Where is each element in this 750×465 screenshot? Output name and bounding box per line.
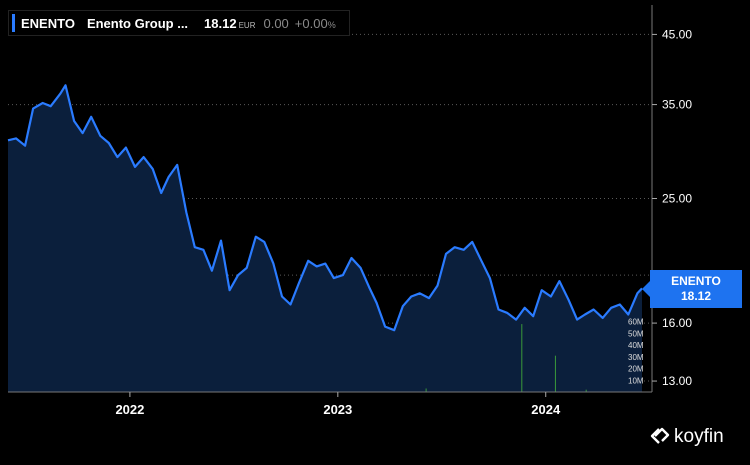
currency-label: EUR [238, 20, 256, 30]
price-change: 0.00 [263, 15, 289, 31]
ticker-header[interactable]: ENENTO Enento Group ... 18.12 EUR 0.00 +… [8, 10, 350, 36]
volume-tick-label: 10M [628, 376, 644, 385]
y-tick-label: 25.00 [662, 192, 692, 206]
volume-tick-label: 60M [628, 318, 644, 327]
y-tick-label: 35.00 [662, 98, 692, 112]
ticker-symbol: ENENTO [21, 15, 75, 31]
y-tick-label: 45.00 [662, 27, 692, 41]
volume-tick-label: 30M [628, 353, 644, 362]
price-line [7, 84, 643, 332]
last-price: 18.12 [204, 15, 237, 31]
volume-tick-label: 50M [628, 329, 644, 338]
y-tick-label: 16.00 [662, 316, 692, 330]
price-area-fill [8, 85, 642, 393]
series-color-marker [12, 14, 15, 32]
y-tick-label: 13.00 [662, 374, 692, 388]
volume-tick-label: 40M [628, 341, 644, 350]
x-tick-label: 2024 [531, 402, 561, 417]
x-tick-label: 2023 [323, 402, 352, 417]
x-tick-label: 2022 [115, 402, 144, 417]
brand-name: koyfin [674, 426, 724, 447]
price-tag-ticker: ENENTO [671, 274, 721, 288]
koyfin-logo[interactable]: koyfin [650, 426, 724, 448]
last-price-tag: ENENTO 18.12 [642, 270, 742, 308]
volume-tick-label: 20M [628, 365, 644, 374]
company-name: Enento Group ... [86, 15, 189, 31]
price-change-percent: +0.00% [294, 15, 336, 31]
price-tag-value: 18.12 [680, 289, 712, 303]
koyfin-logo-icon [650, 427, 670, 444]
